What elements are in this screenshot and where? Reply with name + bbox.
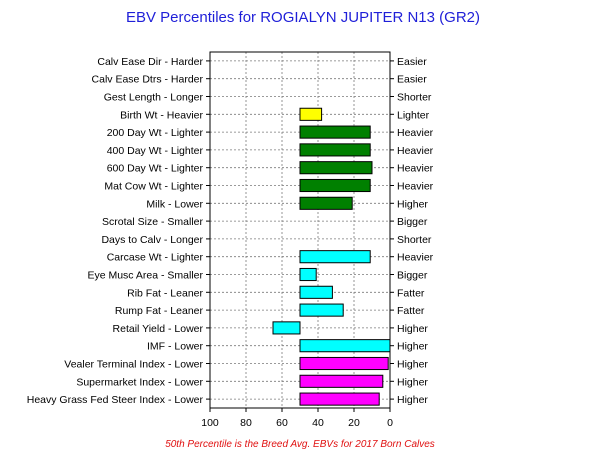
direction-label: Higher: [397, 376, 428, 388]
direction-label: Bigger: [397, 270, 428, 282]
category-label: Milk - Lower: [146, 198, 203, 210]
direction-label: Higher: [397, 198, 428, 210]
category-labels: Calv Ease Dir - Harder Calv Ease Dtrs - H…: [27, 56, 204, 406]
grid-lines: [206, 52, 394, 408]
bar: [299, 339, 391, 353]
category-label: Rump Fat - Leaner: [115, 305, 204, 317]
bar: [299, 196, 353, 210]
category-label: Retail Yield - Lower: [113, 323, 204, 335]
direction-label: Higher: [397, 394, 428, 406]
category-label: 400 Day Wt - Lighter: [107, 145, 204, 157]
category-label: Calv Ease Dtrs - Harder: [92, 74, 204, 86]
bar: [299, 125, 371, 139]
x-tick-label: 100: [201, 417, 219, 429]
direction-label: Easier: [397, 56, 427, 68]
direction-label: Easier: [397, 74, 427, 86]
direction-label: Bigger: [397, 216, 428, 228]
plot-area-frame: [209, 51, 391, 409]
direction-label: Heavier: [397, 181, 434, 193]
direction-label: Higher: [397, 341, 428, 353]
direction-label: Heavier: [397, 145, 434, 157]
x-tick-label: 60: [276, 417, 288, 429]
category-label: Heavy Grass Fed Steer Index - Lower: [27, 394, 204, 406]
x-tick-label: 20: [348, 417, 360, 429]
direction-label: Heavier: [397, 163, 434, 175]
category-label: Scrotal Size - Smaller: [102, 216, 203, 228]
x-tick-label: 80: [240, 417, 252, 429]
category-label: Supermarket Index - Lower: [76, 376, 203, 388]
bar: [299, 178, 371, 193]
chart-footnote: 50th Percentile is the Breed Avg. EBVs f…: [165, 439, 435, 450]
bar: [299, 303, 344, 317]
x-axis-ticks: 100 80 60 40 20 0: [201, 408, 393, 429]
direction-label: Fatter: [397, 287, 425, 299]
direction-labels: Easier Easier Shorter Lighter Heavier Heavier…: [397, 56, 434, 406]
direction-label: Heavier: [397, 252, 434, 264]
category-label: Gest Length - Longer: [104, 92, 204, 104]
bar: [299, 285, 333, 299]
bar-series: [272, 107, 391, 406]
direction-label: Fatter: [397, 305, 425, 317]
direction-label: Heavier: [397, 127, 434, 139]
direction-label: Lighter: [397, 109, 430, 121]
bar: [272, 321, 301, 335]
bar: [299, 161, 373, 175]
category-label: Rib Fat - Leaner: [127, 287, 203, 299]
category-label: Days to Calv - Longer: [101, 234, 203, 246]
bar: [299, 267, 317, 282]
direction-label: Shorter: [397, 234, 432, 246]
category-label: 200 Day Wt - Lighter: [107, 127, 204, 139]
direction-label: Higher: [397, 323, 428, 335]
bar: [299, 250, 371, 264]
category-label: IMF - Lower: [147, 341, 204, 353]
bar: [299, 374, 384, 388]
category-label: Vealer Terminal Index - Lower: [64, 359, 203, 371]
category-label: Calv Ease Dir - Harder: [97, 56, 203, 68]
category-label: Mat Cow Wt - Lighter: [104, 181, 203, 193]
category-label: Birth Wt - Heavier: [120, 109, 203, 121]
chart-title: EBV Percentiles for ROGIALYN JUPITER N13…: [126, 9, 480, 26]
bar: [299, 107, 323, 121]
x-tick-label: 0: [387, 417, 393, 429]
category-label: 600 Day Wt - Lighter: [107, 163, 204, 175]
bar: [299, 356, 389, 371]
category-label: Carcase Wt - Lighter: [107, 252, 204, 264]
direction-label: Higher: [397, 359, 428, 371]
x-tick-label: 40: [312, 417, 324, 429]
direction-label: Shorter: [397, 92, 432, 104]
bar: [299, 143, 371, 157]
bar: [299, 392, 380, 406]
category-label: Eye Musc Area - Smaller: [87, 270, 203, 282]
